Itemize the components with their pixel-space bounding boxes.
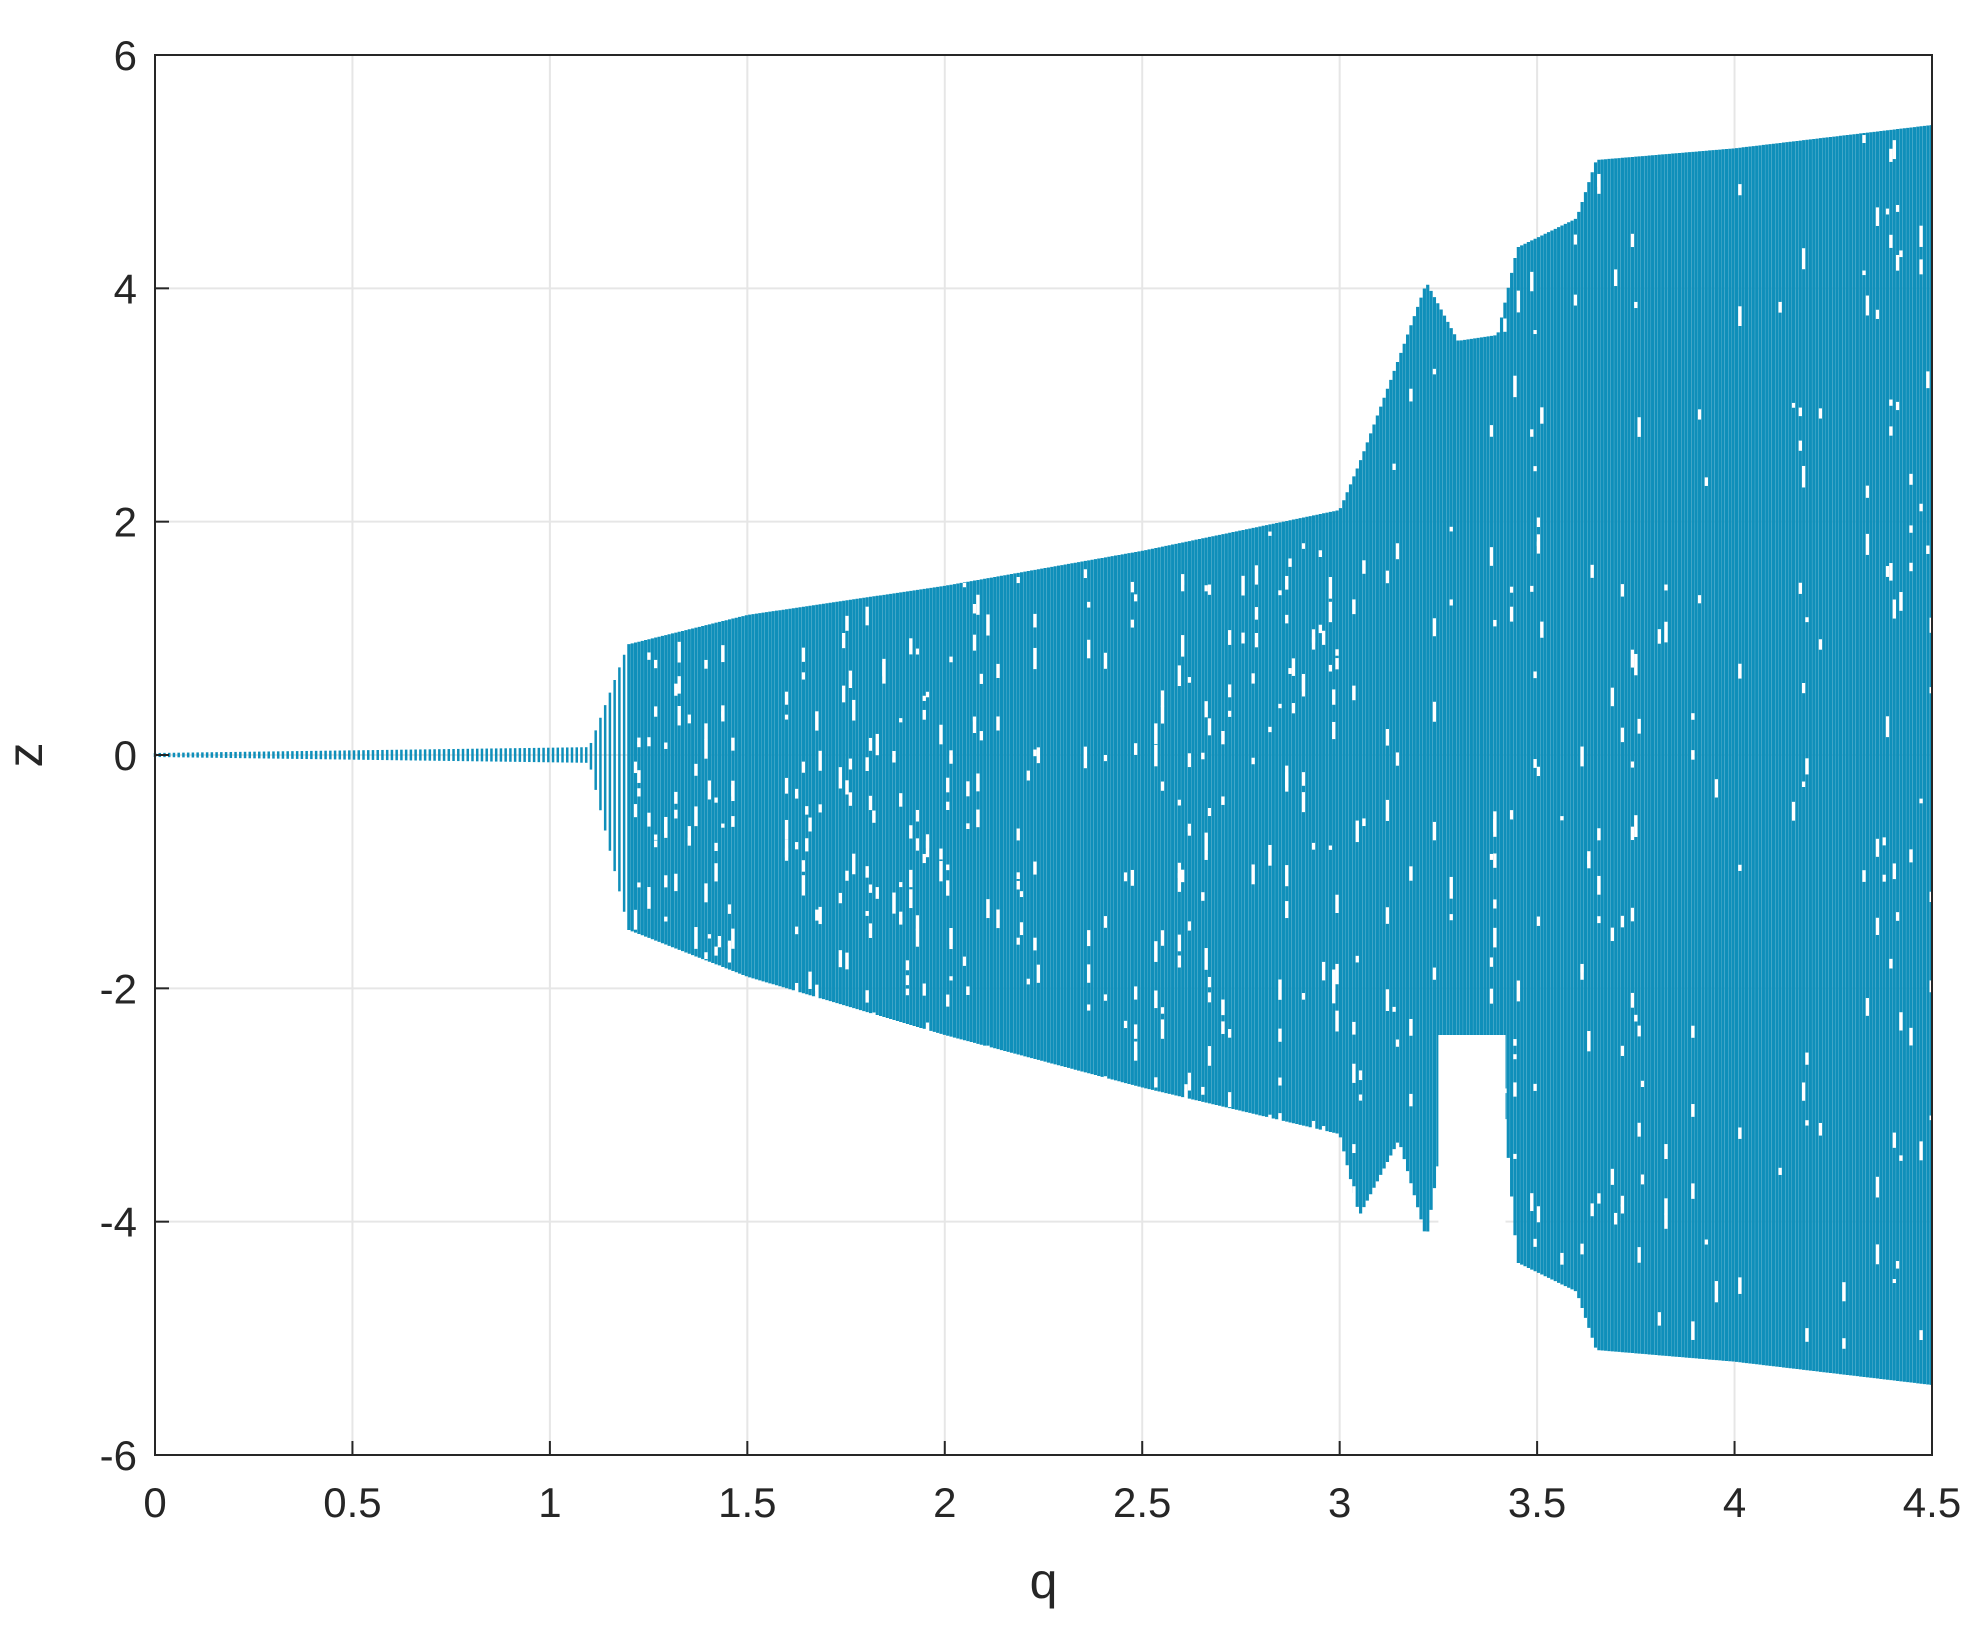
data-points <box>153 125 1933 1385</box>
x-tick-label: 4 <box>1723 1479 1746 1526</box>
y-tick-label: 6 <box>114 32 137 79</box>
x-tick-label: 1 <box>538 1479 561 1526</box>
y-tick-label: 4 <box>114 265 137 312</box>
x-tick-label: 4.5 <box>1903 1479 1961 1526</box>
x-axis-label: q <box>1030 1553 1058 1609</box>
x-tick-label: 3 <box>1328 1479 1351 1526</box>
x-tick-label: 1.5 <box>718 1479 776 1526</box>
y-tick-label: 0 <box>114 732 137 779</box>
y-tick-label: -4 <box>100 1199 137 1246</box>
x-tick-label: 2.5 <box>1113 1479 1171 1526</box>
data-gap <box>1438 1035 1506 1269</box>
y-tick-label: 2 <box>114 499 137 546</box>
axes <box>154 54 1933 1456</box>
x-tick-label: 0 <box>143 1479 166 1526</box>
y-tick-label: -6 <box>100 1432 137 1479</box>
x-tick-label: 0.5 <box>323 1479 381 1526</box>
y-tick-labels: -6 -4 -2 0 2 4 6 <box>100 32 137 1479</box>
y-axis-label: z <box>0 743 53 768</box>
x-tick-labels: 0 0.5 1 1.5 2 2.5 3 3.5 4 4.5 <box>143 1479 1961 1526</box>
x-tick-label: 2 <box>933 1479 956 1526</box>
x-tick-label: 3.5 <box>1508 1479 1566 1526</box>
y-tick-label: -2 <box>100 965 137 1012</box>
